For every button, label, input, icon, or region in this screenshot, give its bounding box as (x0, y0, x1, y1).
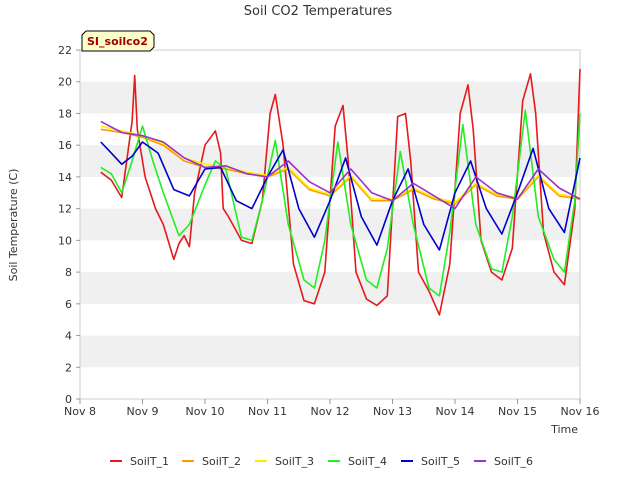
x-tick-label: Nov 11 (248, 405, 287, 418)
grid-band (80, 145, 580, 177)
series-line-soilt-5 (100, 141, 581, 251)
y-tick-label: 10 (58, 234, 72, 247)
y-axis-ticks: 0 2 4 6 8 10 12 14 16 18 20 22 (58, 44, 80, 406)
y-tick-label: 2 (65, 361, 72, 374)
chart-title: Soil CO2 Temperatures (244, 4, 393, 19)
x-axis-ticks: Nov 8 Nov 9 Nov 10 Nov 11 Nov 12 Nov 13 Nov 14… (64, 399, 599, 418)
y-tick-label: 18 (58, 107, 72, 120)
y-tick-label: 4 (65, 330, 72, 343)
y-axis-label: Soil Temperature (C) (7, 169, 20, 282)
y-tick-label: 8 (65, 266, 72, 279)
grid-band (80, 335, 580, 368)
y-tick-label: 0 (65, 393, 72, 406)
grid-band (80, 272, 580, 304)
x-tick-label: Nov 8 (64, 405, 96, 418)
legend-item: SoilT_6 (494, 455, 533, 468)
x-axis-label: Time (550, 423, 578, 436)
site-label: SI_soilco2 (87, 35, 148, 48)
x-tick-label: Nov 13 (373, 405, 412, 418)
x-tick-label: Nov 16 (561, 405, 600, 418)
series-line-soilt-2 (100, 128, 581, 205)
y-tick-label: 12 (58, 203, 72, 216)
legend-item: SoilT_4 (348, 455, 387, 468)
x-tick-label: Nov 15 (498, 405, 537, 418)
y-tick-label: 6 (65, 298, 72, 311)
legend-item: SoilT_2 (202, 455, 241, 468)
y-tick-label: 14 (58, 171, 72, 184)
series-line-soilt-4 (100, 109, 581, 297)
site-label-box: SI_soilco2 (81, 30, 155, 52)
legend-item: SoilT_1 (130, 455, 169, 468)
grid-band (80, 81, 580, 114)
legend-item: SoilT_5 (421, 455, 460, 468)
series-line-soilt-6 (100, 120, 581, 210)
x-tick-label: Nov 14 (436, 405, 475, 418)
y-tick-label: 22 (58, 44, 72, 57)
x-tick-label: Nov 9 (127, 405, 159, 418)
y-tick-label: 16 (58, 139, 72, 152)
legend: SoilT_1 SoilT_2 SoilT_3 SoilT_4 SoilT_5 SoilT… (110, 455, 533, 468)
y-tick-label: 20 (58, 76, 72, 89)
x-tick-label: Nov 12 (311, 405, 350, 418)
grid-bands (80, 81, 580, 368)
legend-item: SoilT_3 (275, 455, 314, 468)
series-lines (100, 68, 581, 316)
x-tick-label: Nov 10 (186, 405, 225, 418)
